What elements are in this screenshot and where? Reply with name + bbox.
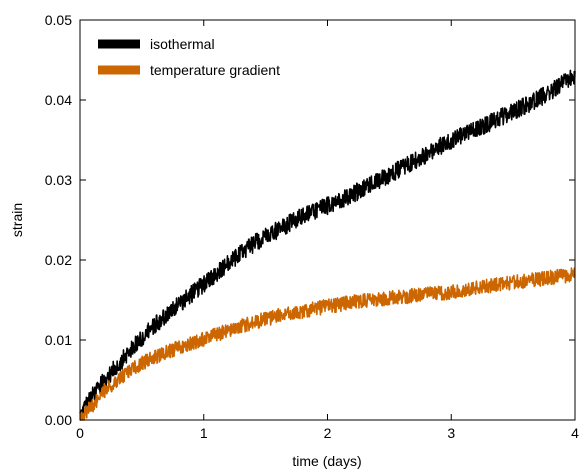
y-axis-label: strain	[9, 203, 25, 237]
y-tick-label-4: 0.04	[45, 92, 72, 108]
x-tick-label-4: 4	[571, 425, 579, 441]
y-tick-label-1: 0.01	[45, 332, 72, 348]
legend-label-1: temperature gradient	[150, 62, 280, 78]
legend: isothermal temperature gradient	[98, 36, 280, 78]
x-axis-label: time (days)	[292, 453, 361, 469]
legend-label-0: isothermal	[150, 36, 215, 52]
y-tick-label-2: 0.02	[45, 252, 72, 268]
y-tick-label-5: 0.05	[45, 12, 72, 28]
y-axis: 0.00 0.01 0.02 0.03 0.04 0.05	[45, 12, 575, 428]
series-layer	[79, 69, 576, 421]
x-tick-label-1: 1	[200, 425, 208, 441]
x-tick-label-2: 2	[324, 425, 332, 441]
x-axis: 0 1 2 3 4	[76, 20, 579, 441]
x-tick-label-3: 3	[447, 425, 455, 441]
x-tick-label-0: 0	[76, 425, 84, 441]
y-tick-label-3: 0.03	[45, 172, 72, 188]
y-tick-label-0: 0.00	[45, 412, 72, 428]
series-line-isothermal	[79, 69, 576, 421]
series-line-temperature-gradient	[79, 267, 576, 421]
